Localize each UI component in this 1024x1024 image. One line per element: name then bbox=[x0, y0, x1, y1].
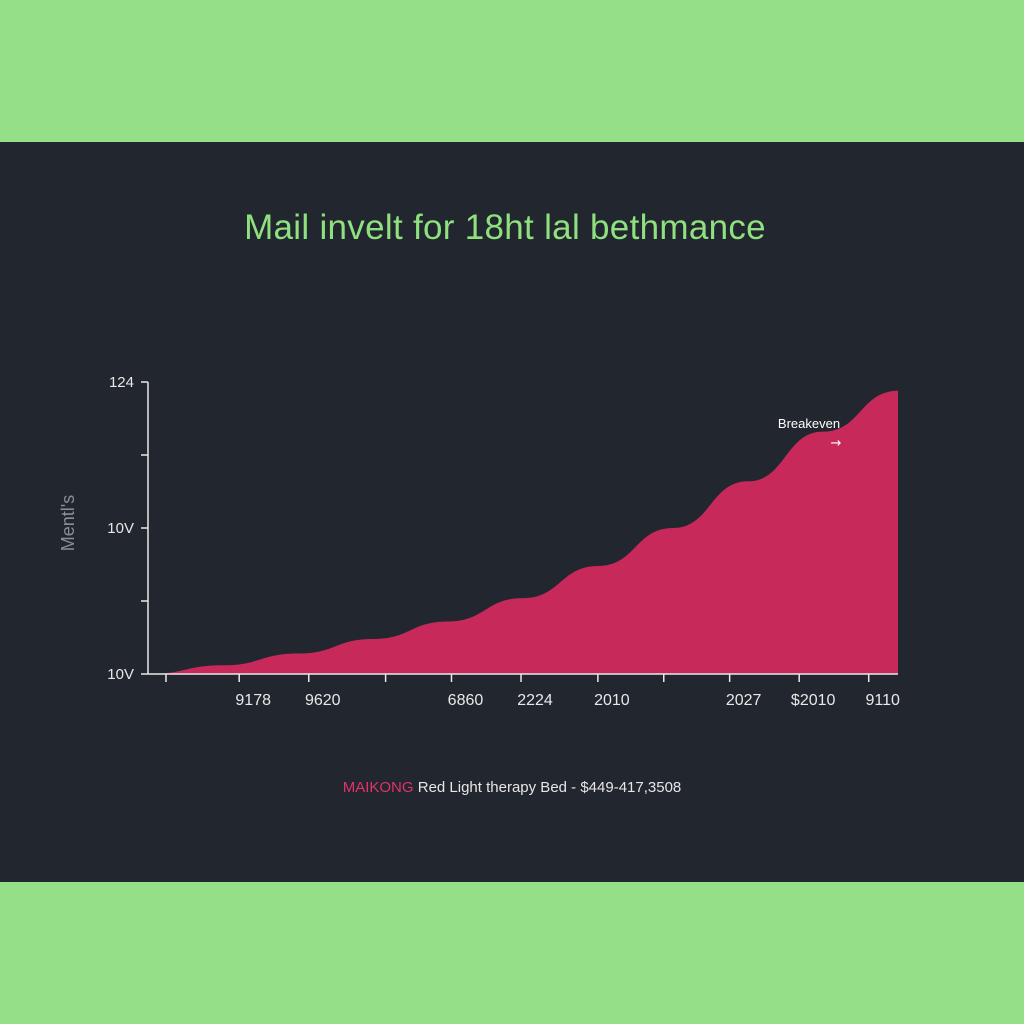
chart-title: Mail invelt for 18ht lal bethmance bbox=[244, 208, 766, 247]
y-axis-label: Mentl's bbox=[58, 495, 78, 551]
area-layer bbox=[148, 390, 898, 674]
bottom-band bbox=[0, 882, 1024, 1024]
x-tick-label: 2010 bbox=[594, 692, 630, 709]
y-ticks: 10V 10V 124 bbox=[107, 374, 148, 683]
caption: MAIKONG Red Light therapy Bed - $449-417… bbox=[0, 779, 1024, 796]
x-tick-label: 6860 bbox=[448, 692, 484, 709]
breakeven-label: Breakeven bbox=[778, 416, 840, 431]
caption-brand: MAIKONG bbox=[342, 779, 414, 796]
x-tick-label: $2010 bbox=[791, 692, 836, 709]
y-tick-label: 10V bbox=[107, 520, 134, 537]
caption-text: Red Light therapy Bed - $449-417,3508 bbox=[413, 779, 682, 796]
top-band bbox=[0, 0, 1024, 142]
area-series bbox=[148, 390, 898, 674]
x-tick-label: 9178 bbox=[235, 692, 271, 709]
arrow-right-icon: → bbox=[831, 436, 842, 451]
x-tick-label: 9110 bbox=[866, 692, 901, 709]
y-tick-label: 10V bbox=[107, 666, 134, 683]
x-ticks: 9178 9620 6860 2224 2010 2027 $2010 9110 bbox=[165, 674, 901, 709]
x-tick-label: 2224 bbox=[517, 692, 553, 709]
x-tick-label: 9620 bbox=[305, 692, 341, 709]
x-tick-label: 2027 bbox=[726, 692, 762, 709]
y-tick-label: 124 bbox=[109, 374, 134, 391]
